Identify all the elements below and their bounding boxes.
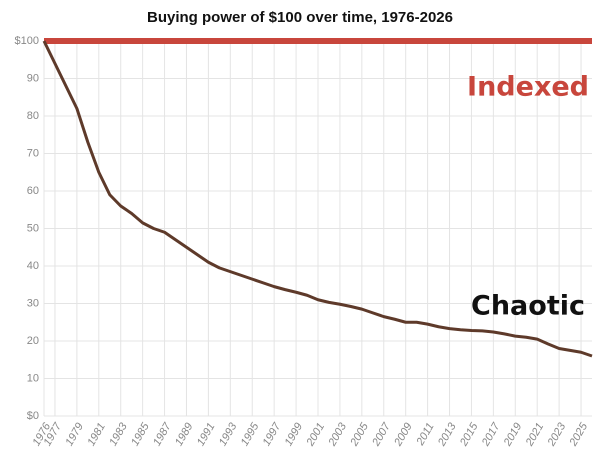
x-tick-label: 2017 xyxy=(479,420,503,449)
series-line xyxy=(42,40,593,358)
x-tick-label: 1999 xyxy=(283,421,306,448)
y-tick-label: 50 xyxy=(27,222,39,234)
series-label: Indexed xyxy=(467,72,589,103)
x-tick-label: 2003 xyxy=(326,420,350,449)
x-tick-label: 1991 xyxy=(195,421,218,448)
y-tick-label: 20 xyxy=(27,335,39,347)
x-tick-label: 2019 xyxy=(501,421,524,449)
x-tick-label: 2023 xyxy=(545,420,569,449)
x-tick-label: 1989 xyxy=(173,421,196,448)
x-tick-label: 2001 xyxy=(304,421,327,449)
x-tick-label: 1979 xyxy=(63,421,86,448)
x-tick-label: 2011 xyxy=(414,421,437,448)
x-tick-label: 2007 xyxy=(370,420,394,449)
y-tick-label: 30 xyxy=(27,297,39,309)
x-tick-label: 2009 xyxy=(392,421,415,449)
y-tick-label: 40 xyxy=(27,260,39,272)
x-tick-label: 1993 xyxy=(217,420,240,448)
x-tick-label: 2021 xyxy=(523,421,546,449)
series-label: Chaotic xyxy=(471,291,585,322)
y-tick-label: 90 xyxy=(27,72,39,84)
x-tick-label: 1985 xyxy=(129,420,152,448)
y-tick-label: 80 xyxy=(27,110,39,122)
x-tick-label: 1983 xyxy=(107,420,130,448)
y-tick-label: 10 xyxy=(27,372,39,384)
chart-title: Buying power of $100 over time, 1976-202… xyxy=(147,9,453,26)
x-tick-label: 1987 xyxy=(151,420,174,448)
y-tick-label: 60 xyxy=(27,185,39,197)
x-tick-label: 1997 xyxy=(261,420,284,448)
y-tick-label: $0 xyxy=(27,410,39,422)
x-tick-label: 2005 xyxy=(348,420,372,449)
x-tick-label: 1981 xyxy=(85,421,108,448)
x-tick-label: 2015 xyxy=(457,420,481,449)
x-tick-label: 2013 xyxy=(436,420,460,449)
y-tick-label: 70 xyxy=(27,147,39,159)
x-tick-label: 1995 xyxy=(239,420,262,448)
x-tick-label: 2025 xyxy=(567,420,591,449)
y-tick-label: $100 xyxy=(15,35,39,47)
